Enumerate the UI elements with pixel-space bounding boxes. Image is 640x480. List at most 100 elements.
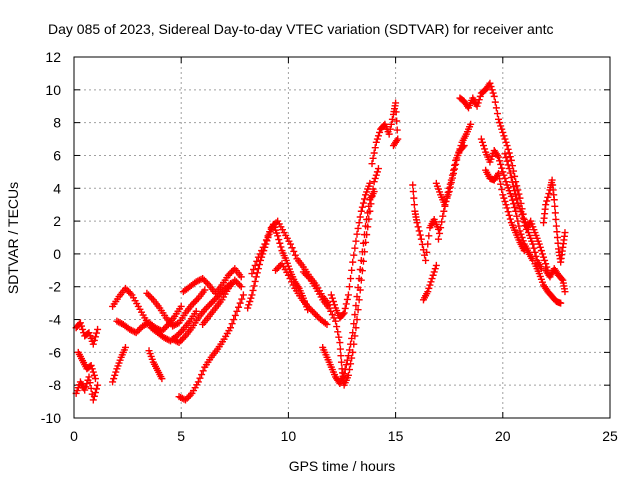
data-point (89, 340, 97, 348)
data-point (91, 389, 99, 397)
y-tick-label: 4 (53, 180, 61, 196)
data-point (541, 256, 549, 264)
data-point (176, 329, 184, 337)
data-point (388, 115, 396, 123)
data-point (363, 215, 371, 223)
data-point (81, 386, 89, 394)
data-point (287, 240, 295, 248)
data-point (78, 322, 86, 330)
data-point (94, 325, 102, 333)
data-point (259, 243, 267, 251)
data-point (125, 288, 133, 296)
data-point (343, 295, 351, 303)
data-point (480, 142, 488, 150)
data-point (451, 161, 459, 169)
data-point (177, 302, 185, 310)
data-point (475, 96, 483, 104)
data-point (393, 117, 401, 125)
data-point (342, 361, 350, 369)
data-point (428, 275, 436, 283)
data-point (508, 196, 516, 204)
data-point (492, 104, 500, 112)
data-point (244, 304, 252, 312)
data-point (519, 214, 527, 222)
data-point (417, 235, 425, 243)
data-point (497, 122, 505, 130)
data-point (491, 98, 499, 106)
data-point (393, 126, 401, 134)
data-point (373, 168, 381, 176)
data-point (447, 176, 455, 184)
data-point (286, 275, 294, 283)
data-point (425, 232, 433, 240)
data-point (481, 145, 489, 153)
data-point (250, 265, 258, 273)
data-point (502, 154, 510, 162)
data-point (79, 325, 87, 333)
data-point (180, 395, 188, 403)
data-point (343, 356, 351, 364)
data-point (478, 138, 486, 146)
data-point (351, 311, 359, 319)
data-point (496, 175, 504, 183)
data-point (502, 138, 510, 146)
data-point (512, 191, 520, 199)
data-point (249, 286, 257, 294)
data-point (488, 86, 496, 94)
data-point (83, 380, 91, 388)
data-point (245, 301, 253, 309)
data-point (501, 197, 509, 205)
data-point (87, 361, 95, 369)
data-point (354, 306, 362, 314)
data-point (499, 128, 507, 136)
data-point (198, 371, 206, 379)
data-point (173, 320, 181, 328)
data-point (180, 334, 188, 342)
data-point (111, 371, 119, 379)
data-point (507, 192, 515, 200)
y-tick-label: -8 (49, 377, 62, 393)
data-point (529, 240, 537, 248)
data-point (364, 209, 372, 217)
data-point (369, 154, 377, 162)
data-point (506, 169, 514, 177)
data-point (250, 282, 258, 290)
data-point (230, 316, 238, 324)
data-point (327, 291, 335, 299)
data-point (89, 368, 97, 376)
data-point (538, 250, 546, 258)
y-tick-label: 8 (53, 115, 61, 131)
plot-frame (73, 56, 611, 419)
data-point (227, 324, 235, 332)
data-point (423, 248, 431, 256)
data-point (76, 319, 84, 327)
x-tick-label: 10 (281, 428, 297, 444)
data-point (206, 301, 214, 309)
data-point (337, 352, 345, 360)
data-point (237, 273, 245, 281)
data-point (173, 338, 181, 346)
y-tick-label: -4 (49, 312, 62, 328)
data-point (427, 278, 435, 286)
data-point (344, 291, 352, 299)
data-point (370, 188, 378, 196)
data-point (431, 265, 439, 273)
y-axis-label: SDTVAR / TECUs (5, 182, 21, 294)
data-point (231, 311, 239, 319)
data-point (511, 172, 519, 180)
data-point (493, 110, 501, 118)
y-tick-label: 2 (53, 213, 61, 229)
data-point (511, 187, 519, 195)
data-point (544, 193, 552, 201)
data-point (177, 337, 185, 345)
data-point (542, 260, 550, 268)
data-point (290, 247, 298, 255)
data-point (370, 178, 378, 186)
data-point (82, 383, 90, 391)
data-point (357, 256, 365, 264)
data-point (422, 256, 430, 264)
data-point (346, 346, 354, 354)
data-point (409, 188, 417, 196)
data-point (256, 250, 264, 258)
